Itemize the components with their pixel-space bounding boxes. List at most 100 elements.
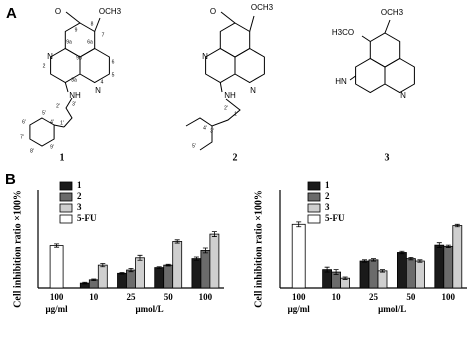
bond <box>384 19 391 34</box>
atom-number: 9b <box>76 55 82 61</box>
ring <box>79 47 110 84</box>
atom-label: N <box>95 86 101 95</box>
bar <box>368 259 379 289</box>
bar <box>135 257 145 289</box>
error-bar <box>333 269 339 275</box>
error-bar <box>91 278 97 282</box>
bond <box>53 124 65 128</box>
error-bar <box>202 247 208 254</box>
atom-label: O <box>210 7 216 16</box>
legend-swatch <box>59 203 73 213</box>
atom-number: 6' <box>22 119 26 125</box>
error-bar <box>371 258 376 262</box>
ring <box>234 47 265 84</box>
error-bar <box>362 259 367 263</box>
atom-label: H3CO <box>332 28 354 37</box>
legend-label: 2 <box>325 191 330 201</box>
x-tick-label: 100 <box>442 292 456 302</box>
error-bar <box>54 243 60 248</box>
bond <box>63 97 73 128</box>
atom-number: 5' <box>42 110 46 116</box>
y-axis-label: Cell inhibition ratio ×100% <box>12 190 23 308</box>
compound-label: 3 <box>385 152 390 163</box>
bar <box>88 279 99 289</box>
atom-number: 2 <box>43 63 46 69</box>
ring <box>369 32 401 68</box>
atom-number: 6 <box>112 59 115 65</box>
bond <box>94 17 101 32</box>
ring <box>384 57 415 94</box>
error-bar <box>296 221 302 228</box>
legend-label: 3 <box>325 202 330 212</box>
error-bar <box>174 239 180 244</box>
bar <box>405 258 416 289</box>
atom-label: OCH3 <box>381 8 404 17</box>
atom-number: 8' <box>30 148 34 154</box>
bar <box>126 269 136 289</box>
legend-label: 1 <box>77 180 82 190</box>
legend-swatch <box>307 181 321 191</box>
compound-label: 1 <box>60 152 65 163</box>
x-unit-label: μg/ml <box>288 304 311 314</box>
x-tick-label: 100 <box>199 292 213 302</box>
legend-swatch <box>307 192 321 202</box>
bar <box>191 258 202 289</box>
atom-label: N <box>202 52 208 61</box>
legend-swatch <box>59 192 73 202</box>
bar <box>49 245 64 289</box>
legend-label: 2 <box>77 191 82 201</box>
compound-label: 2 <box>233 152 238 163</box>
error-bar <box>128 268 134 273</box>
error-bar <box>211 231 217 237</box>
legend-swatch <box>59 214 73 224</box>
atom-number: 7 <box>102 32 105 38</box>
bond <box>64 82 69 93</box>
error-bar <box>137 254 143 261</box>
bar <box>97 264 108 289</box>
legend-swatch <box>59 181 73 191</box>
atom-number: 9a <box>66 39 72 45</box>
atom-number: 2' <box>56 103 60 109</box>
bar <box>414 260 425 289</box>
bar <box>452 225 463 289</box>
legend-label: 5-FU <box>325 213 345 223</box>
error-bar <box>399 250 405 255</box>
error-bar <box>436 242 442 248</box>
legend-label: 3 <box>77 202 82 212</box>
atom-label: N <box>47 52 53 61</box>
error-bar <box>165 263 171 267</box>
x-tick-label: 100 <box>50 292 64 302</box>
error-bar <box>380 269 385 273</box>
atom-number: 6a <box>87 39 93 45</box>
error-bar <box>100 263 106 268</box>
bar <box>154 267 165 289</box>
y-axis-label: Cell inhibition ratio ×100% <box>253 190 264 308</box>
atom-number: 4' <box>203 125 207 131</box>
error-bar <box>408 256 414 261</box>
bar <box>117 272 127 289</box>
bar <box>209 233 220 289</box>
atom-number: 5 <box>112 72 115 78</box>
panel-label: B <box>5 171 16 188</box>
bond <box>65 11 81 24</box>
x-tick-label: 100 <box>292 292 306 302</box>
bond <box>185 98 241 127</box>
x-tick-label: 10 <box>332 292 342 302</box>
bar <box>200 250 211 289</box>
error-bar <box>445 244 451 248</box>
bond <box>219 82 223 93</box>
error-bar <box>324 266 330 273</box>
bar <box>443 245 454 289</box>
atom-label: OCH3 <box>99 7 122 16</box>
atom-number: 9 <box>75 27 78 33</box>
atom-number: 4' <box>50 119 54 125</box>
bar <box>377 270 388 289</box>
bar <box>163 264 174 289</box>
bond <box>249 15 255 32</box>
x-unit-label: μmol/L <box>378 304 406 314</box>
bond <box>199 126 213 151</box>
bar <box>172 241 183 289</box>
atom-label: OCH3 <box>251 3 274 12</box>
atom-number: 9' <box>50 144 54 150</box>
